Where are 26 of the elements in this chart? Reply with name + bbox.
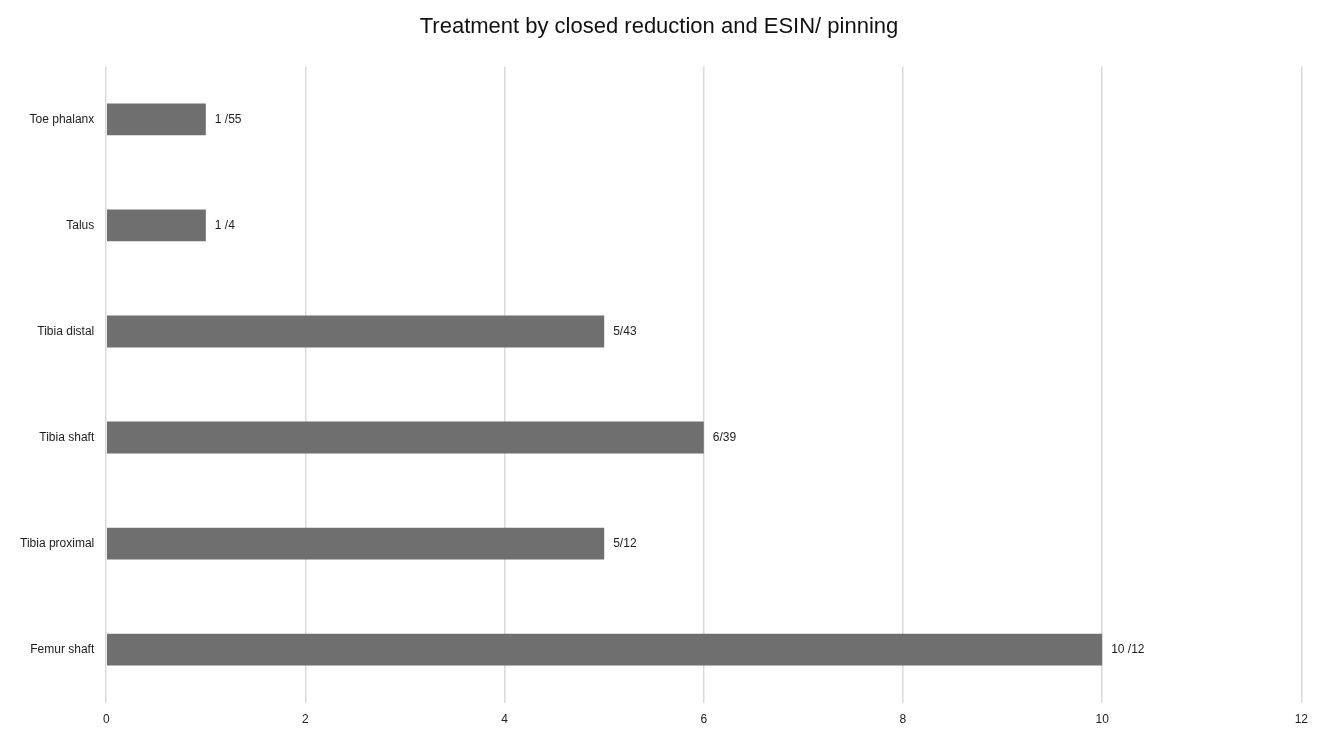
x-tick-label: 8 [899, 712, 907, 727]
y-tick-label: Tibia proximal [19, 535, 95, 550]
x-tick-label: 2 [302, 712, 310, 727]
y-tick-label: Femur shaft [30, 641, 95, 656]
annotation: 1 /4 [214, 217, 236, 232]
annotation: 1 /55 [214, 111, 242, 126]
x-tick-label: 10 [1095, 712, 1110, 727]
y-tick-label: Talus [66, 217, 95, 232]
y-tick-label: Tibia shaft [39, 429, 95, 444]
bar [106, 633, 1103, 666]
y-tick-label: Tibia distal [37, 323, 95, 338]
x-tick-label: 6 [700, 712, 708, 727]
y-tick-label: Toe phalanx [29, 111, 95, 126]
annotation: 10 /12 [1111, 641, 1145, 656]
annotation: 5/12 [613, 535, 637, 550]
x-tick-label: 12 [1294, 712, 1309, 727]
x-tick-label: 0 [102, 712, 110, 727]
annotation: 6/39 [712, 429, 737, 444]
bar [106, 315, 605, 348]
bar [106, 103, 206, 136]
bar [106, 527, 605, 560]
chart-title: Treatment by closed reduction and ESIN/ pinning [419, 13, 899, 39]
bar [106, 209, 206, 242]
annotation: 5/43 [613, 323, 637, 338]
x-tick-label: 4 [501, 712, 509, 727]
bar [106, 421, 704, 454]
